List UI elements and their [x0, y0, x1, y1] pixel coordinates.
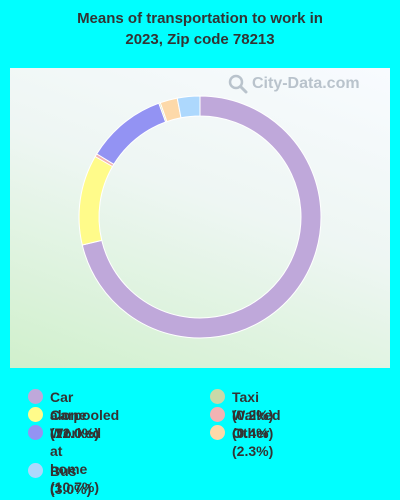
- slice-bus: [176, 95, 201, 119]
- legend-swatch: [28, 463, 43, 478]
- magnifier-icon: [228, 74, 248, 94]
- legend-swatch: [28, 389, 43, 404]
- legend-swatch: [28, 407, 43, 422]
- legend-item-bus: Bus (3.0%): [28, 462, 91, 498]
- legend-label: Worked at home (10.7%): [50, 425, 102, 495]
- legend-item-walked: Walked (0.4%): [210, 406, 281, 442]
- legend-item-other: Other (2.3%): [210, 424, 273, 460]
- legend-item-worked-at-home: Worked at home (10.7%): [28, 424, 101, 496]
- legend-swatch: [210, 407, 225, 422]
- chart-title: Means of transportation to work in 2023,…: [0, 8, 400, 50]
- slice-carpooled: [78, 155, 114, 246]
- legend-label: Bus (3.0%): [50, 463, 92, 497]
- watermark-text: City-Data.com: [252, 75, 360, 92]
- slice-worked-at-home: [96, 102, 167, 165]
- legend-swatch: [210, 425, 225, 440]
- slice-car-alone: [81, 95, 322, 339]
- legend-label: Taxi (0.2%): [232, 389, 274, 423]
- legend-item-car-alone: Car alone (71.0%): [28, 388, 99, 442]
- chart-title-line2: 2023, Zip code 78213: [125, 31, 275, 48]
- legend-swatch: [210, 389, 225, 404]
- legend-swatch: [28, 425, 43, 440]
- legend-label: Walked (0.4%): [232, 407, 281, 441]
- legend-label: Car alone (71.0%): [50, 389, 100, 441]
- legend-label: Carpooled (12.0%): [50, 407, 120, 441]
- legend-label: Other (2.3%): [232, 425, 274, 459]
- legend-item-taxi: Taxi (0.2%): [210, 388, 273, 424]
- watermark: City-Data.com: [228, 74, 360, 94]
- legend-item-carpooled: Carpooled (12.0%): [28, 406, 119, 442]
- chart-title-line1: Means of transportation to work in: [77, 10, 323, 27]
